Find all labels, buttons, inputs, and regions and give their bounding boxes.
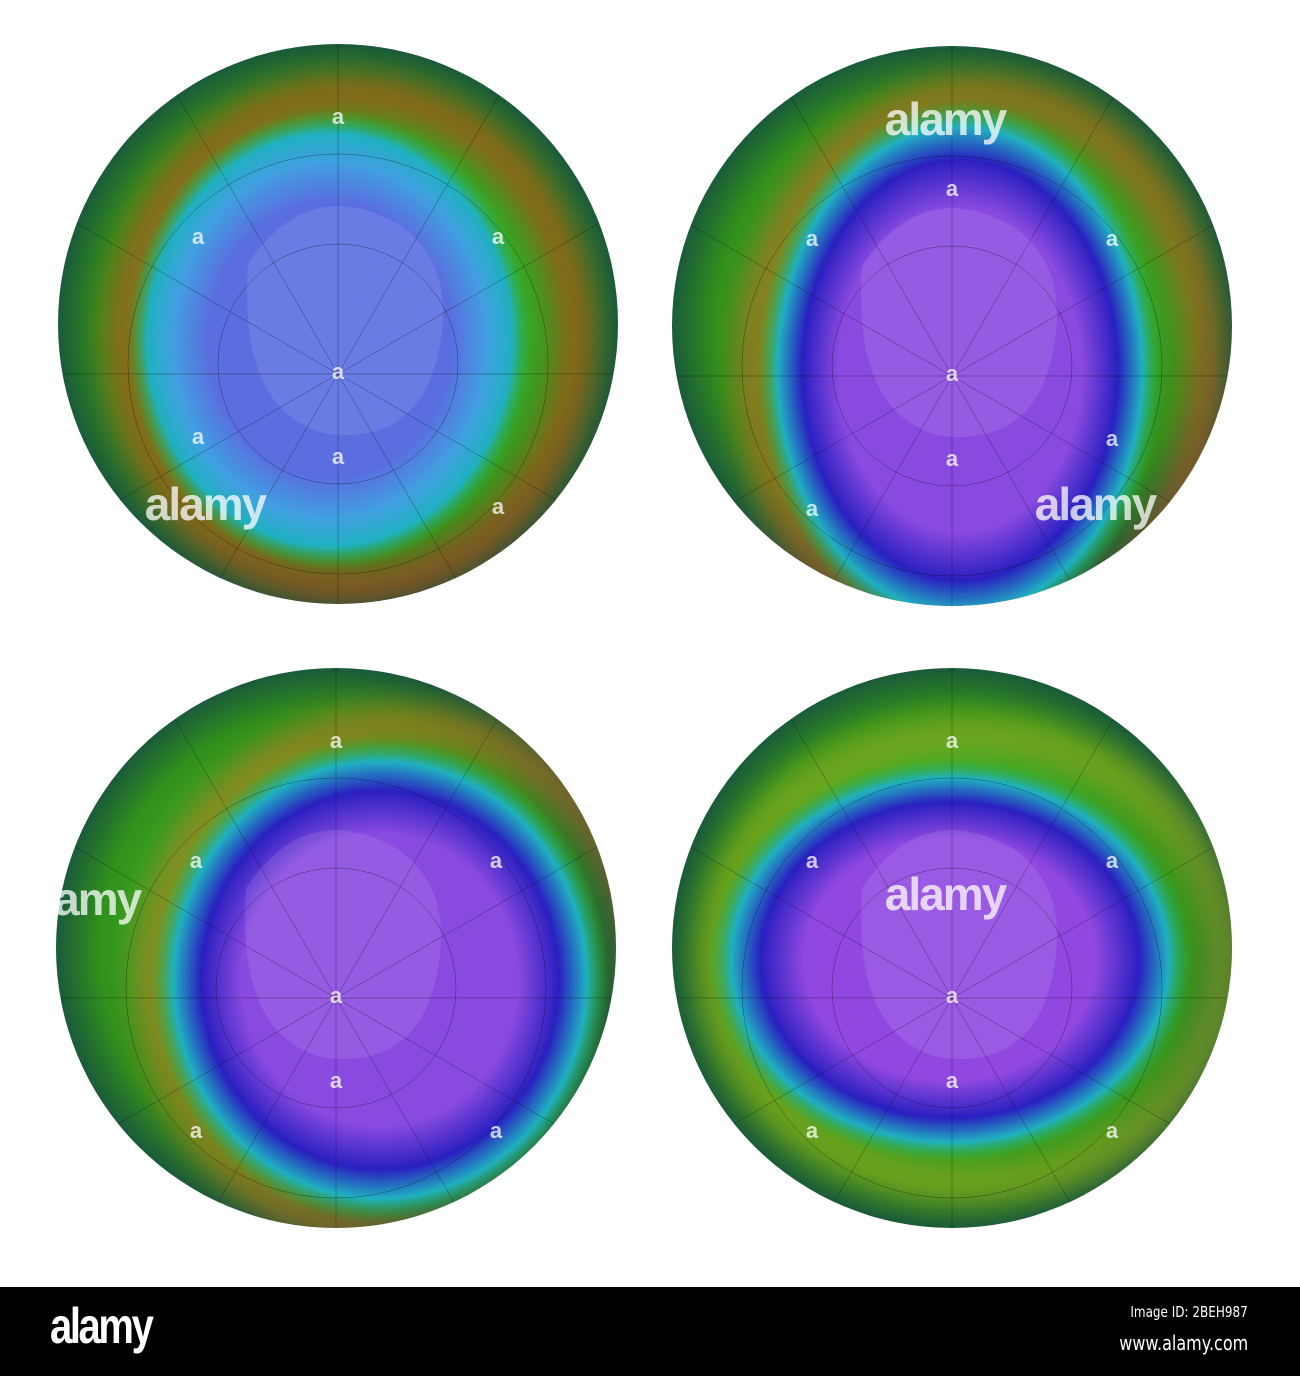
watermark-mark: a (946, 176, 959, 201)
watermark-mark: a (1106, 848, 1119, 873)
meridian-line (783, 375, 953, 606)
watermark-mark: a (946, 446, 959, 471)
meridian-line (951, 829, 1232, 999)
meridian-line (169, 373, 339, 604)
meridian-line (672, 207, 953, 377)
meridian-line (337, 82, 507, 375)
watermark-mark: a (332, 104, 345, 129)
watermark-mark: a (332, 444, 345, 469)
latitude-circle (217, 243, 459, 485)
meridian-line (167, 706, 337, 999)
watermark-mark: a (332, 359, 345, 384)
meridian-line (169, 82, 339, 375)
watermark-mark: a (806, 848, 819, 873)
antarctica-outline (861, 830, 1057, 1059)
watermark-logo: alamy (20, 873, 143, 925)
meridian-line (335, 706, 505, 999)
image-id: Image ID: 2BEH987 (1130, 1303, 1248, 1321)
meridian-line (672, 829, 953, 999)
antarctica-outline (861, 208, 1057, 437)
latitude-circle (125, 777, 547, 1199)
meridian-line (337, 205, 618, 375)
watermark-mark: a (946, 728, 959, 753)
alamy-logo: alamy (50, 1298, 154, 1354)
ozone-hole (127, 110, 533, 570)
meridian-line (783, 84, 953, 377)
antarctica-outline (247, 206, 443, 435)
latitude-circle (741, 777, 1163, 1199)
meridian-line (335, 829, 616, 999)
meridian-line (951, 997, 1121, 1228)
watermark-mark: a (330, 728, 343, 753)
latitude-circle (741, 155, 1163, 577)
watermark-mark: a (190, 848, 203, 873)
watermark-mark: a (806, 496, 819, 521)
latitude-circle (831, 867, 1073, 1109)
meridian-line (58, 205, 339, 375)
watermark-mark: a (190, 1118, 203, 1143)
meridian-line (337, 373, 507, 604)
watermark-mark: a (490, 1118, 503, 1143)
watermark-mark: a (806, 1118, 819, 1143)
footer-bar: alamy Image ID: 2BEH987 www.alamy.com (0, 1287, 1300, 1376)
watermark-mark: a (1106, 226, 1119, 251)
ozone-ring (735, 75, 1225, 606)
latitude-circle (127, 153, 549, 575)
ozone-hole (707, 757, 1193, 1163)
meridian-line (56, 829, 337, 999)
watermark-mark: a (192, 424, 205, 449)
watermark-mark: a (1106, 1118, 1119, 1143)
ozone-hole (150, 737, 610, 1223)
watermark-mark: a (490, 848, 503, 873)
meridian-line (335, 997, 505, 1228)
ozone-globe-bottom-right: a a a a a a a (672, 668, 1232, 1228)
watermark-logo: alamy (885, 868, 1008, 920)
watermark-mark: a (946, 1068, 959, 1093)
latitude-circle (215, 867, 457, 1109)
watermark-logo: alamy (1035, 478, 1158, 530)
website-link[interactable]: www.alamy.com (1119, 1331, 1248, 1355)
meridian-line (783, 997, 953, 1228)
watermark-mark: a (946, 983, 959, 1008)
watermark-mark: a (330, 983, 343, 1008)
latitude-circle (831, 245, 1073, 487)
ozone-globe-top-left: a a a a a a a (58, 44, 618, 604)
ozone-hole (757, 100, 1163, 606)
watermark-mark: a (1106, 426, 1119, 451)
watermark-mark: a (492, 224, 505, 249)
antarctica-outline (245, 830, 441, 1059)
meridian-line (783, 706, 953, 999)
ozone-globe-bottom-left: a a a a a a a (56, 668, 616, 1228)
watermark-mark: a (492, 494, 505, 519)
ozone-globe-top-right: a a a a a a a (672, 46, 1232, 606)
meridian-line (951, 207, 1232, 377)
watermark-mark: a (946, 361, 959, 386)
meridian-line (167, 997, 337, 1228)
watermark-mark: a (192, 224, 205, 249)
ozone-map-grid: a a a a a a a a a a a a a a a a a a a a a a a a a a a a alamy alamy al… (20, 44, 1232, 1228)
meridian-line (951, 706, 1121, 999)
watermark-mark: a (806, 226, 819, 251)
watermark-logo: alamy (885, 93, 1008, 145)
meridian-line (951, 375, 1121, 606)
watermark-mark: a (330, 1068, 343, 1093)
meridian-line (951, 84, 1121, 377)
watermark-logo: alamy (145, 478, 268, 530)
ozone-ring (105, 75, 595, 604)
